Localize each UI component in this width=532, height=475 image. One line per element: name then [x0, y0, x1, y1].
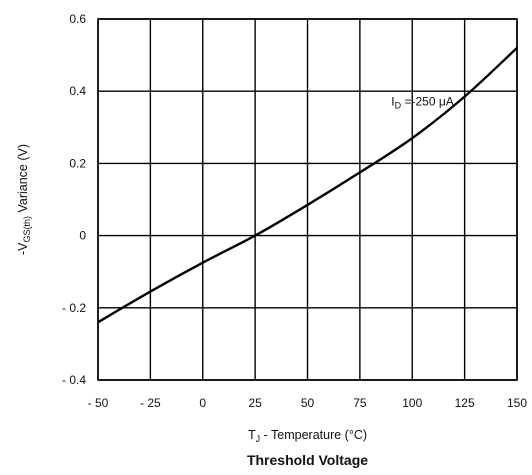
y-tick-label: 0.4 — [69, 84, 86, 98]
plot-frame — [97, 18, 518, 381]
x-tick-label: - 50 — [88, 396, 109, 410]
drain-current-annotation: ID =-250 μA — [391, 95, 453, 111]
chart-title: Threshold Voltage — [247, 452, 368, 468]
x-tick-label: 150 — [507, 396, 527, 410]
x-tick-label: 0 — [199, 396, 206, 410]
x-tick-label: 50 — [301, 396, 315, 410]
x-tick-label: - 25 — [140, 396, 161, 410]
x-tick-label: 125 — [455, 396, 475, 410]
x-tick-label: 25 — [248, 396, 262, 410]
y-tick-label: 0.6 — [69, 12, 86, 26]
grid — [97, 18, 518, 381]
y-axis-label: -VGS(th) Variance (V) — [16, 144, 32, 255]
x-tick-label: 100 — [402, 396, 422, 410]
y-tick-label: - 0.4 — [62, 373, 86, 387]
series-line — [97, 47, 518, 324]
y-tick-label: - 0.2 — [62, 301, 86, 315]
x-tick-labels: - 50 - 25 0 25 50 75 100 125 150 — [88, 396, 528, 410]
y-tick-label: 0 — [79, 229, 86, 243]
x-tick-label: 75 — [353, 396, 367, 410]
y-tick-label: 0.2 — [69, 156, 86, 170]
x-axis-label: TJ - Temperature (°C) — [248, 428, 367, 444]
y-tick-labels: - 0.4 - 0.2 0 0.2 0.4 0.6 — [62, 12, 86, 387]
